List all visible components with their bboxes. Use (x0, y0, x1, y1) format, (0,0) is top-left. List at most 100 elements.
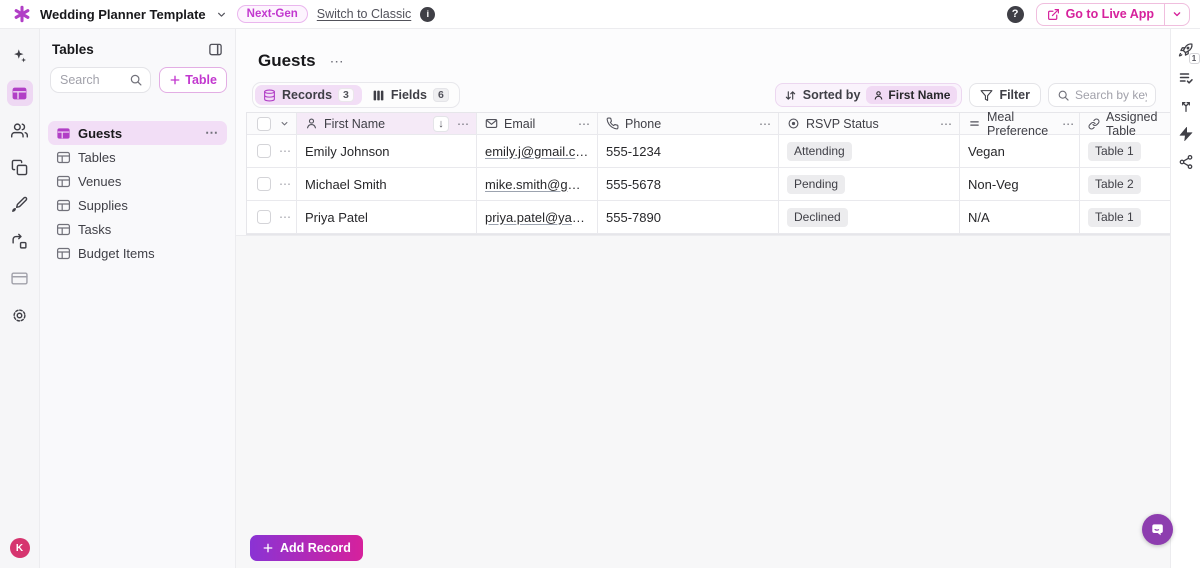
person-icon (305, 117, 318, 130)
row-select-cell[interactable]: ⋯ (247, 135, 297, 168)
columns-icon (372, 89, 385, 102)
automation-lightning-icon[interactable] (1177, 125, 1195, 143)
settings-gear-icon[interactable] (7, 302, 33, 328)
row-checkbox[interactable] (257, 144, 271, 158)
row-select-cell[interactable]: ⋯ (247, 168, 297, 201)
chat-bubble-icon (1149, 521, 1166, 538)
add-table-button[interactable]: Table (159, 67, 227, 93)
cell-meal-preference[interactable]: N/A (960, 201, 1080, 234)
keyword-search-input[interactable] (1075, 88, 1147, 102)
record-history-list-icon[interactable] (1177, 69, 1195, 87)
cell-email[interactable]: mike.smith@gmail.com (477, 168, 598, 201)
sorted-field-chip[interactable]: First Name (866, 86, 958, 104)
info-icon[interactable]: i (420, 6, 436, 22)
cell-first-name[interactable]: Priya Patel (297, 201, 477, 234)
email-link[interactable]: mike.smith@gmail.com (485, 176, 591, 192)
base-title-chevron-down-icon[interactable] (215, 8, 228, 21)
rocket-icon[interactable]: 1 (1177, 41, 1200, 64)
cell-phone[interactable]: 555-7890 (598, 201, 779, 234)
column-header-first-name[interactable]: First Name ↓ ⋯ (297, 113, 477, 135)
cell-first-name[interactable]: Michael Smith (297, 168, 477, 201)
base-title[interactable]: Wedding Planner Template (40, 6, 206, 22)
help-icon[interactable]: ? (1006, 5, 1024, 23)
column-menu-icon[interactable]: ⋯ (759, 116, 772, 131)
cell-meal-preference[interactable]: Vegan (960, 135, 1080, 168)
cell-first-name[interactable]: Emily Johnson (297, 135, 477, 168)
sort-arrows-icon (784, 89, 797, 102)
collaborators-icon[interactable] (7, 117, 33, 143)
row-expand-icon[interactable]: ⋯ (279, 144, 292, 158)
sidebar-item-tables[interactable]: Tables (48, 145, 227, 169)
cell-assigned-table[interactable]: Table 1 (1080, 201, 1171, 234)
table-options-more-icon[interactable]: ⋯ (329, 52, 345, 69)
cell-phone[interactable]: 555-1234 (598, 135, 779, 168)
design-brush-icon[interactable] (7, 191, 33, 217)
filter-button[interactable]: Filter (969, 83, 1041, 107)
email-link[interactable]: emily.j@gmail.com (485, 143, 591, 159)
teable-logo-icon[interactable] (13, 5, 31, 23)
plugins-network-icon[interactable] (1177, 153, 1195, 171)
row-checkbox[interactable] (257, 177, 271, 191)
data-tables-icon[interactable] (6, 80, 33, 106)
database-icon (263, 89, 276, 102)
column-menu-icon[interactable]: ⋯ (457, 116, 470, 131)
table-more-icon[interactable]: ⋯ (205, 125, 219, 140)
cell-phone[interactable]: 555-5678 (598, 168, 779, 201)
user-avatar[interactable]: K (9, 538, 30, 558)
cell-rsvp-status[interactable]: Declined (779, 201, 960, 234)
keyword-search[interactable] (1048, 83, 1156, 107)
chevron-down-icon[interactable] (279, 118, 290, 129)
column-header-meal-preference[interactable]: Meal Preference ⋯ (960, 110, 1080, 138)
column-menu-icon[interactable]: ⋯ (940, 116, 953, 131)
linked-record-chip[interactable]: Table 1 (1088, 141, 1141, 161)
cell-rsvp-status[interactable]: Attending (779, 135, 960, 168)
email-link[interactable]: priya.patel@yahoo.com (485, 209, 591, 225)
cell-meal-preference[interactable]: Non-Veg (960, 168, 1080, 201)
cell-assigned-table[interactable]: Table 1 (1080, 135, 1171, 168)
add-record-button[interactable]: Add Record (250, 535, 363, 561)
row-expand-icon[interactable]: ⋯ (279, 177, 292, 191)
templates-copy-icon[interactable] (7, 154, 33, 180)
row-checkbox[interactable] (257, 210, 271, 224)
column-header-email[interactable]: Email ⋯ (477, 113, 598, 135)
sort-direction-indicator[interactable]: ↓ (433, 115, 449, 132)
live-app-dropdown-button[interactable] (1165, 4, 1189, 25)
sidebar-item-budget-items[interactable]: Budget Items (48, 241, 227, 265)
cell-email[interactable]: priya.patel@yahoo.com (477, 201, 598, 234)
link-icon (1088, 118, 1100, 130)
column-label: RSVP Status (806, 116, 879, 131)
branch-split-icon[interactable] (1177, 97, 1195, 115)
column-header-phone[interactable]: Phone ⋯ (598, 113, 779, 135)
sorted-by-button[interactable]: Sorted by First Name (774, 83, 963, 107)
fields-tab[interactable]: Fields 6 (364, 85, 457, 105)
sidebar-item-venues[interactable]: Venues (48, 169, 227, 193)
cell-assigned-table[interactable]: Table 2 (1080, 168, 1171, 201)
column-menu-icon[interactable]: ⋯ (1062, 116, 1076, 131)
sidebar-item-supplies[interactable]: Supplies (48, 193, 227, 217)
sidebar-item-guests[interactable]: Guests ⋯ (48, 121, 227, 145)
column-menu-icon[interactable]: ⋯ (578, 116, 591, 131)
switch-to-classic-link[interactable]: Switch to Classic (316, 7, 412, 21)
linked-record-chip[interactable]: Table 1 (1088, 207, 1141, 227)
column-header-rsvp-status[interactable]: RSVP Status ⋯ (779, 113, 960, 135)
cell-rsvp-status[interactable]: Pending (779, 168, 960, 201)
select-all-checkbox[interactable] (257, 116, 271, 131)
collapse-sidebar-icon[interactable] (208, 42, 223, 57)
billing-card-icon[interactable] (7, 265, 33, 291)
select-all-header-cell[interactable] (247, 113, 297, 135)
records-tab[interactable]: Records 3 (255, 85, 362, 105)
sidebar-search-input[interactable] (60, 73, 130, 87)
go-to-live-app-button[interactable]: Go to Live App (1037, 3, 1165, 25)
sidebar-item-tasks[interactable]: Tasks (48, 217, 227, 241)
cell-email[interactable]: emily.j@gmail.com (477, 135, 598, 168)
column-label: First Name (324, 116, 386, 131)
chat-support-button[interactable] (1142, 514, 1173, 545)
column-header-assigned-table[interactable]: Assigned Table (1080, 110, 1171, 138)
ai-sparkles-icon[interactable] (7, 43, 33, 69)
automation-workflow-icon[interactable] (7, 228, 33, 254)
linked-record-chip[interactable]: Table 2 (1088, 174, 1141, 194)
sidebar-item-label: Supplies (78, 197, 128, 213)
row-expand-icon[interactable]: ⋯ (279, 210, 292, 224)
sidebar-search[interactable] (50, 67, 152, 93)
row-select-cell[interactable]: ⋯ (247, 201, 297, 234)
